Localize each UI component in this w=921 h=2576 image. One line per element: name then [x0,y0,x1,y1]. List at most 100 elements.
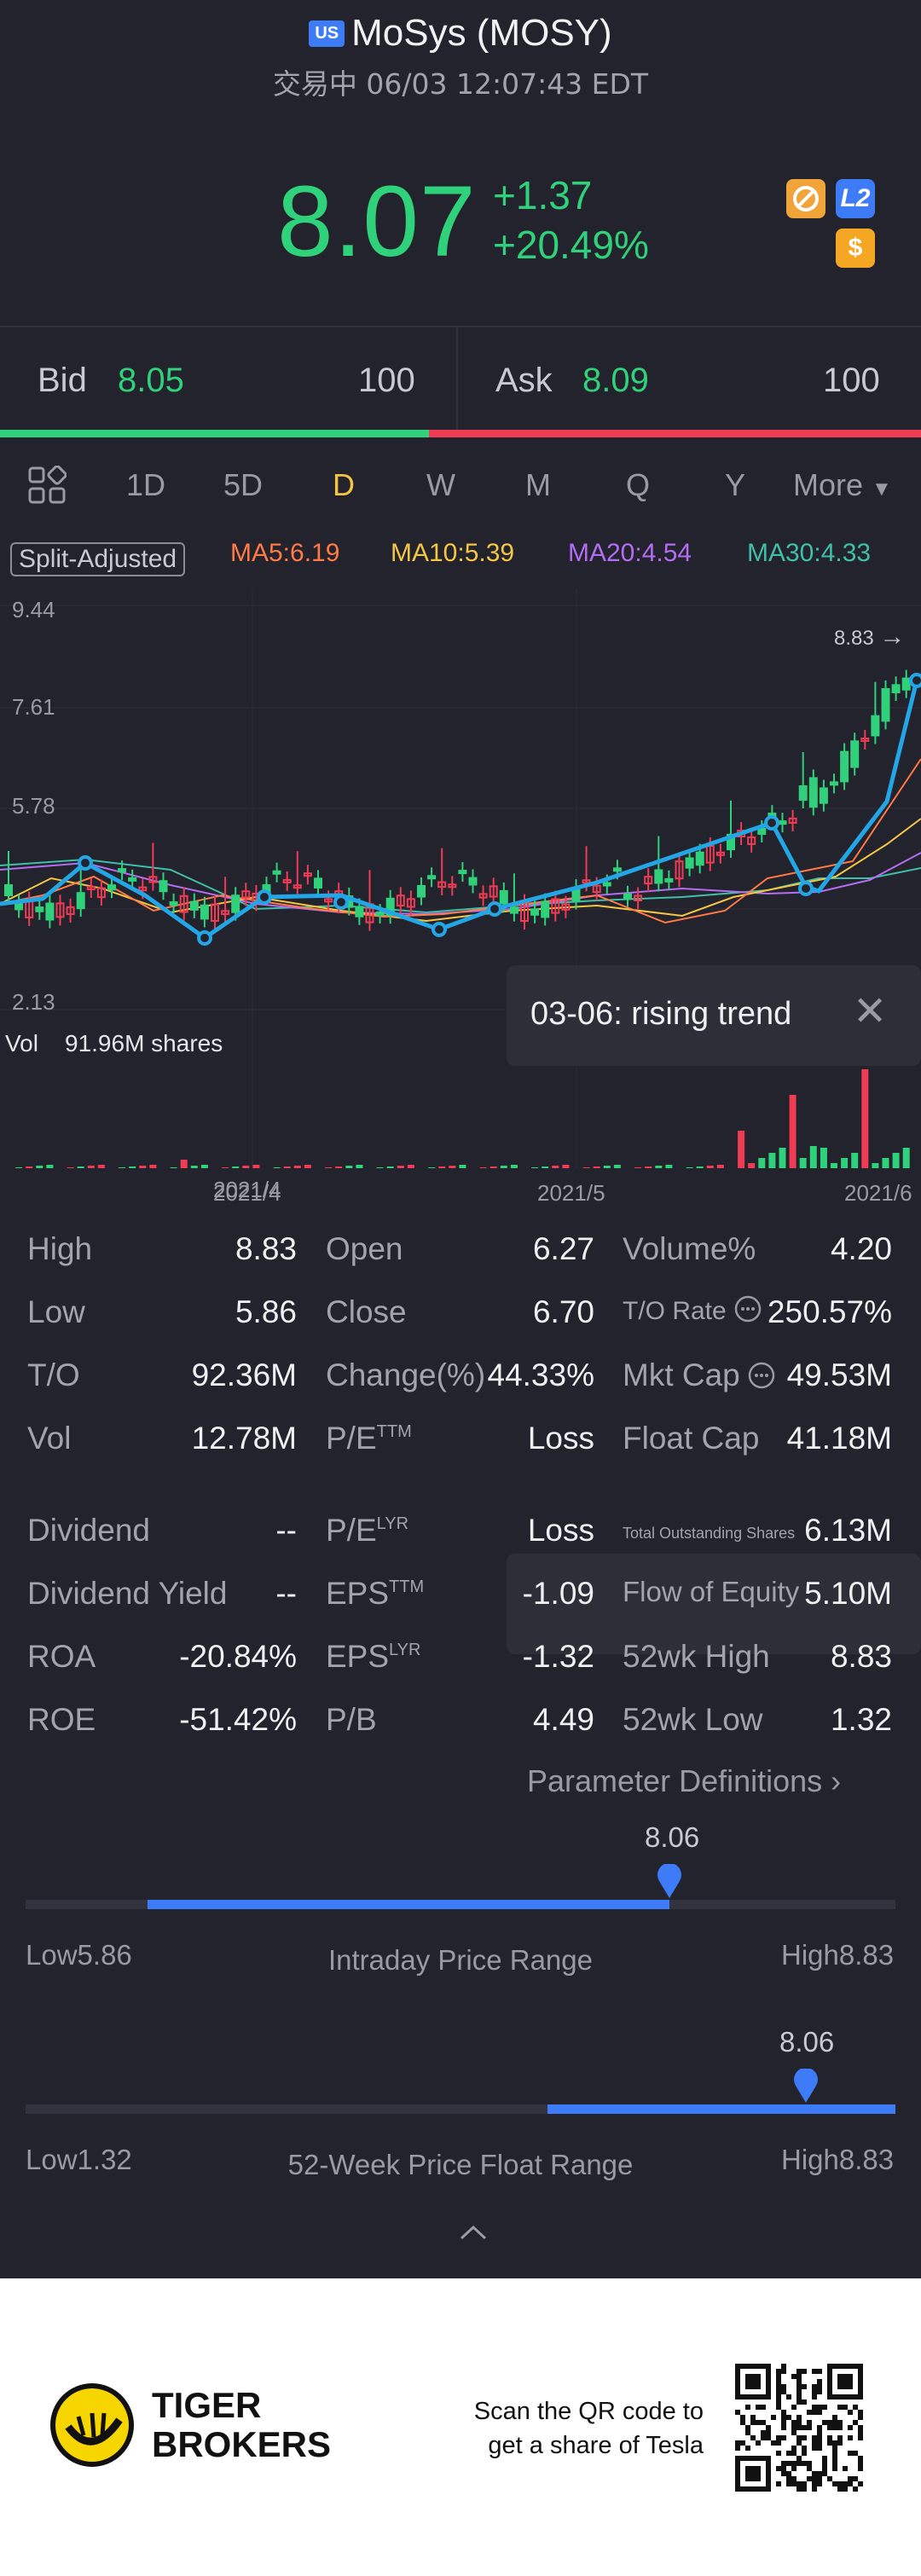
y-tick-2: 7.61 [12,694,55,720]
arrow-right-icon: → [879,622,906,651]
stat-label-text: EPS [326,1576,390,1611]
stat-label-text: Change(%) [326,1357,486,1392]
volume-bar [634,1167,642,1172]
y-tick-top: 9.44 [12,597,55,622]
candlestick-chart[interactable]: 9.44 7.61 5.78 2.13 8.83 → Vol 91.96M sh… [0,588,921,1654]
volume-bar [46,1165,54,1172]
volume-bars [5,1069,910,1172]
market-badge: US [309,20,345,47]
tab-1d[interactable]: 1D [126,467,166,502]
ask-section[interactable]: Ask 8.09 100 [461,327,921,431]
x-tick-apr-label: 2021/4 [213,1180,281,1206]
x-tick-apr: 2021/4 [213,1177,281,1202]
volume-bar [293,1166,301,1172]
dollar-icon[interactable]: $ [836,229,875,268]
volume-bar [552,1166,559,1172]
trend-tooltip [507,1554,921,1654]
close-icon[interactable]: ✕ [853,989,888,1034]
stat-label-text: ROA [27,1639,96,1674]
stat-label-text: 52wk Low [623,1702,763,1737]
volume-bar [562,1165,570,1172]
candle-body [86,885,96,890]
candle-body [860,738,870,743]
stat-value: Loss [527,1421,594,1456]
candle-body [509,906,518,914]
candle-body [747,836,756,845]
tab-day[interactable]: D [333,467,355,502]
volume-bar [489,1166,497,1172]
volume-bar [200,1165,208,1172]
candle-body [241,890,251,899]
max-price-marker: 8.83 → [834,622,905,651]
change-amount: +1.37 [493,173,593,217]
stat-value: 4.20 [830,1231,892,1266]
volume-bar [892,1153,900,1172]
volume-bar [542,1166,549,1172]
volume-bar [696,1166,704,1172]
volume-bar [222,1167,229,1172]
stat-label-superscript: TTM [376,1422,412,1441]
volume-bar [77,1166,84,1172]
parameter-definitions-link[interactable]: Parameter Definitions › [527,1763,841,1799]
tab-more[interactable]: More ▼ [793,467,892,503]
candle-body [148,876,158,883]
last-price: 8.07 [277,165,477,278]
volume-bar [428,1167,436,1172]
tab-quarter[interactable]: Q [626,467,651,502]
volume-bar [129,1166,136,1172]
candle-body [76,892,85,910]
layout-grid-icon[interactable] [27,465,67,505]
week52-low-value: 1.32 [77,2144,132,2175]
candle-body [406,898,415,908]
volume-bar [686,1167,693,1172]
candle-body [169,901,178,906]
chart-grid [0,588,921,1168]
bid-section[interactable]: Bid 8.05 100 [0,327,460,431]
volume-bar [304,1165,311,1172]
candle-body [200,904,209,920]
candle-body [324,898,333,903]
more-info-icon[interactable] [733,1295,762,1325]
volume-bar [36,1166,43,1172]
stock-name: MoSys (MOSY) [351,12,612,54]
stat-label: Vol [27,1421,71,1456]
tab-5d[interactable]: 5D [223,467,264,502]
stat-label-text: Flow of Equity [623,1576,800,1607]
stat-value: 44.33% [487,1357,595,1392]
stat-value: -1.09 [522,1576,594,1611]
qr-code-icon[interactable] [735,2364,863,2492]
volume-bar [748,1163,756,1172]
stat-value: -- [275,1576,297,1611]
intraday-high-value: 8.83 [838,1939,895,1971]
tools-icon[interactable] [786,179,825,218]
stat-label: High [27,1231,92,1267]
stat-label: ROA [27,1639,96,1675]
bid-qty: 100 [358,362,415,399]
stat-label-text: 52wk High [623,1639,770,1674]
tab-week[interactable]: W [426,467,455,502]
split-adjusted-toggle[interactable]: Split-Adjusted [10,542,186,576]
candle-body [757,827,767,835]
tab-month[interactable]: M [525,467,551,502]
candle-body [55,902,65,918]
volume-bar [902,1148,910,1172]
stat-label-text: High [27,1231,93,1266]
stat-value: -51.42% [179,1702,297,1737]
level2-icon[interactable]: L2 [836,179,875,218]
chevron-up-icon[interactable] [459,2224,488,2245]
volume-bar [149,1165,157,1172]
trend-tooltip-card[interactable]: 03-06: rising trend ✕ [507,965,921,1066]
candle-body [138,886,148,892]
intraday-fill [147,1900,669,1909]
tab-year[interactable]: Y [725,467,746,502]
ma5-legend: MA5:6.19 [230,539,340,567]
intraday-low-label: Low [26,1939,78,1971]
candle-body [840,750,849,783]
week52-high-label: High [781,2144,839,2175]
candle-body [612,867,622,872]
stat-label: Low [27,1294,85,1330]
brand-line1: TIGER [152,2385,262,2425]
candle-body [221,910,230,916]
y-tick-3: 5.78 [12,793,55,819]
more-info-icon[interactable] [747,1357,776,1392]
